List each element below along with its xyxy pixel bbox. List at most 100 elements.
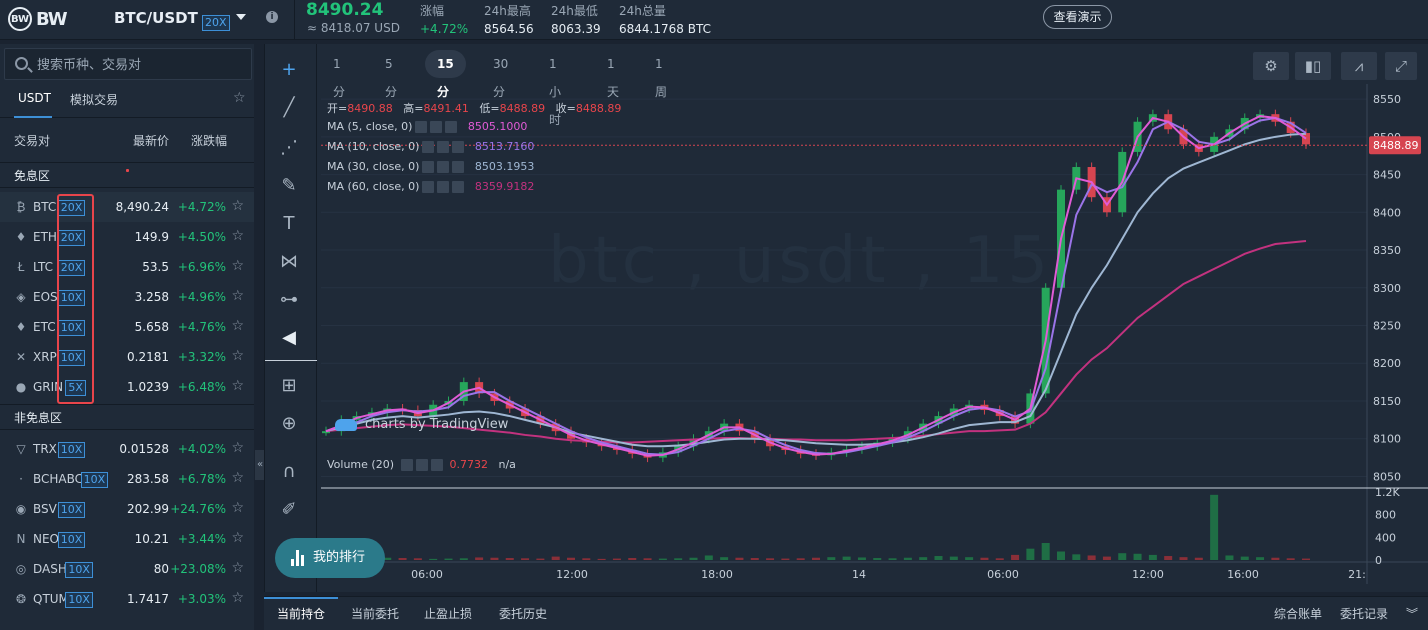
indicators-icon[interactable]: ⩘ [1341, 52, 1377, 80]
logo[interactable]: BW BW [8, 6, 80, 32]
interval-option[interactable]: 1 天 [607, 57, 620, 99]
coin-symbol: QTUM [33, 592, 69, 606]
measure-icon[interactable]: ⊞ [281, 375, 297, 396]
my-ranking-button[interactable]: 我的排行 [275, 538, 385, 578]
favorite-star-icon[interactable]: ☆ [231, 500, 244, 516]
favorite-star-icon[interactable]: ☆ [231, 440, 244, 456]
last-price: 283.58 [127, 472, 169, 486]
tab-order-history[interactable]: 委托历史 [499, 607, 548, 621]
pattern-tool-icon[interactable]: ⋈ [280, 251, 298, 272]
tab-current-orders[interactable]: 当前委托 [351, 607, 400, 621]
trend-line-icon[interactable]: ╱ [283, 97, 295, 118]
favorite-star-icon[interactable]: ☆ [231, 590, 244, 606]
favorite-star-icon[interactable]: ☆ [231, 288, 244, 304]
volume-bar [827, 557, 836, 560]
eye-icon[interactable] [422, 181, 435, 193]
favorite-star-icon[interactable]: ☆ [231, 348, 244, 364]
collapse-sidebar-icon[interactable]: « [255, 450, 265, 480]
gear-icon[interactable] [437, 141, 450, 153]
lock-draw-icon[interactable]: ✐ [281, 499, 297, 520]
volume-bar [1133, 553, 1142, 560]
search-icon [15, 57, 28, 70]
chevron-down-icon[interactable] [236, 14, 246, 20]
pair-title[interactable]: BTC/USDT [114, 9, 198, 27]
interval-option[interactable]: 5 分 [385, 57, 398, 99]
market-row[interactable]: ◉ BSV 10X 202.99 +24.76% ☆ [0, 494, 254, 524]
fullscreen-icon[interactable]: ⤢ [1385, 52, 1417, 80]
market-row[interactable]: Ł LTC 20X 53.5 +6.96% ☆ [0, 252, 254, 282]
search-box[interactable] [4, 48, 252, 80]
market-row[interactable]: ✕ XRP 10X 0.2181 +3.32% ☆ [0, 342, 254, 372]
favorite-star-icon[interactable]: ☆ [231, 258, 244, 274]
tab-take-profit-stop-loss[interactable]: 止盈止损 [424, 607, 473, 621]
chevron-down-icon[interactable]: ︾ [1406, 607, 1419, 621]
market-row[interactable]: ● GRIN 5X 1.0239 +6.48% ☆ [0, 372, 254, 402]
favorite-star-icon[interactable]: ☆ [231, 470, 244, 486]
price-change: +4.50% [177, 230, 226, 244]
gear-icon[interactable] [430, 121, 443, 133]
close-icon[interactable] [445, 121, 458, 133]
text-tool-icon[interactable]: T [283, 213, 295, 234]
favorites-star-icon[interactable]: ☆ [233, 90, 246, 106]
arrow-left-icon[interactable]: ◀ [282, 327, 296, 348]
gear-icon[interactable] [437, 181, 450, 193]
volume-bar [689, 557, 698, 560]
market-row[interactable]: · BCHABC 10X 283.58 +6.78% ☆ [0, 464, 254, 494]
order-records-link[interactable]: 委托记录 [1340, 607, 1389, 621]
candle-type-icon[interactable]: ▮▯ [1295, 52, 1331, 80]
eye-icon[interactable] [422, 161, 435, 173]
market-row[interactable]: ◈ EOS 10X 3.258 +4.96% ☆ [0, 282, 254, 312]
brush-icon[interactable]: ✎ [281, 175, 297, 196]
volume-bar [766, 558, 775, 560]
favorite-star-icon[interactable]: ☆ [231, 318, 244, 334]
favorite-star-icon[interactable]: ☆ [231, 228, 244, 244]
leverage-badge: 10X [65, 562, 93, 578]
zoom-icon[interactable]: ⊕ [281, 413, 297, 434]
market-row[interactable]: ₿ BTC 20X 8,490.24 +4.72% ☆ [0, 192, 254, 222]
interval-option[interactable]: 1小时 [549, 57, 562, 127]
favorite-star-icon[interactable]: ☆ [231, 198, 244, 214]
volume-bar [1302, 558, 1310, 560]
volume-bar [674, 558, 683, 560]
favorite-star-icon[interactable]: ☆ [231, 530, 244, 546]
market-row[interactable]: N NEO 10X 10.21 +3.44% ☆ [0, 524, 254, 554]
info-icon[interactable]: i [266, 11, 278, 23]
tradingview-brand[interactable]: charts by TradingView [335, 417, 508, 432]
favorite-star-icon[interactable]: ☆ [231, 560, 244, 576]
market-row[interactable]: ▽ TRX 10X 0.01528 +4.02% ☆ [0, 434, 254, 464]
magnet-icon[interactable]: ∩ [282, 461, 296, 482]
column-header-last-price[interactable]: 最新价 [133, 134, 170, 148]
close-icon[interactable] [452, 161, 465, 173]
price-tick-mark [126, 169, 129, 172]
price-chart[interactable]: 8550850084508400835083008250820081508100… [321, 84, 1428, 592]
tab-current-positions[interactable]: 当前持仓 [277, 607, 326, 621]
ruler-icon[interactable]: ⊶ [280, 289, 298, 310]
view-demo-button[interactable]: 查看演示 [1043, 5, 1112, 29]
interval-option[interactable]: 15 分 [425, 50, 466, 99]
tab-usdt[interactable]: USDT [18, 91, 51, 105]
price-change: +24.76% [170, 502, 226, 516]
close-icon[interactable] [452, 181, 465, 193]
market-row[interactable]: ❂ QTUM 10X 1.7417 +3.03% ☆ [0, 584, 254, 614]
tab-simulated-trading[interactable]: 模拟交易 [70, 93, 119, 107]
column-header-change[interactable]: 涨跌幅 [191, 134, 228, 148]
gear-icon[interactable] [437, 161, 450, 173]
eye-icon[interactable] [415, 121, 428, 133]
market-row[interactable]: ◎ DASH 10X 80 +23.08% ☆ [0, 554, 254, 584]
interval-option[interactable]: 30 分 [493, 57, 509, 99]
settings-gear-icon[interactable]: ⚙ [1253, 52, 1289, 80]
overall-account-link[interactable]: 综合账单 [1274, 607, 1323, 621]
eye-icon[interactable] [422, 141, 435, 153]
search-input[interactable] [37, 55, 237, 75]
fib-tool-icon[interactable]: ⋰ [280, 137, 298, 158]
close-icon[interactable] [452, 141, 465, 153]
market-row[interactable]: ♦ ETH 20X 149.9 +4.50% ☆ [0, 222, 254, 252]
favorite-star-icon[interactable]: ☆ [231, 378, 244, 394]
y-tick-label: 8150 [1373, 395, 1401, 408]
interval-option[interactable]: 1周 [655, 57, 668, 99]
crosshair-icon[interactable]: + [281, 59, 297, 80]
interval-option[interactable]: 1 分 [333, 57, 346, 99]
market-row[interactable]: ♦ ETC 10X 5.658 +4.76% ☆ [0, 312, 254, 342]
volume-bar [781, 558, 790, 560]
y-tick-label: 8200 [1373, 357, 1401, 370]
